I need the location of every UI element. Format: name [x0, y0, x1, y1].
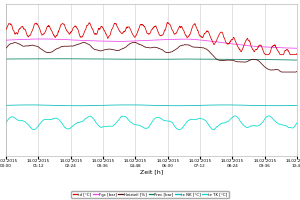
X-axis label: Zeit [h]: Zeit [h] [140, 169, 163, 174]
Legend: td [°C], Fgc [bar], Heizteil [%], Prec [bar], te NK [°C], te TK [°C]: td [°C], Fgc [bar], Heizteil [%], Prec [… [71, 191, 229, 198]
